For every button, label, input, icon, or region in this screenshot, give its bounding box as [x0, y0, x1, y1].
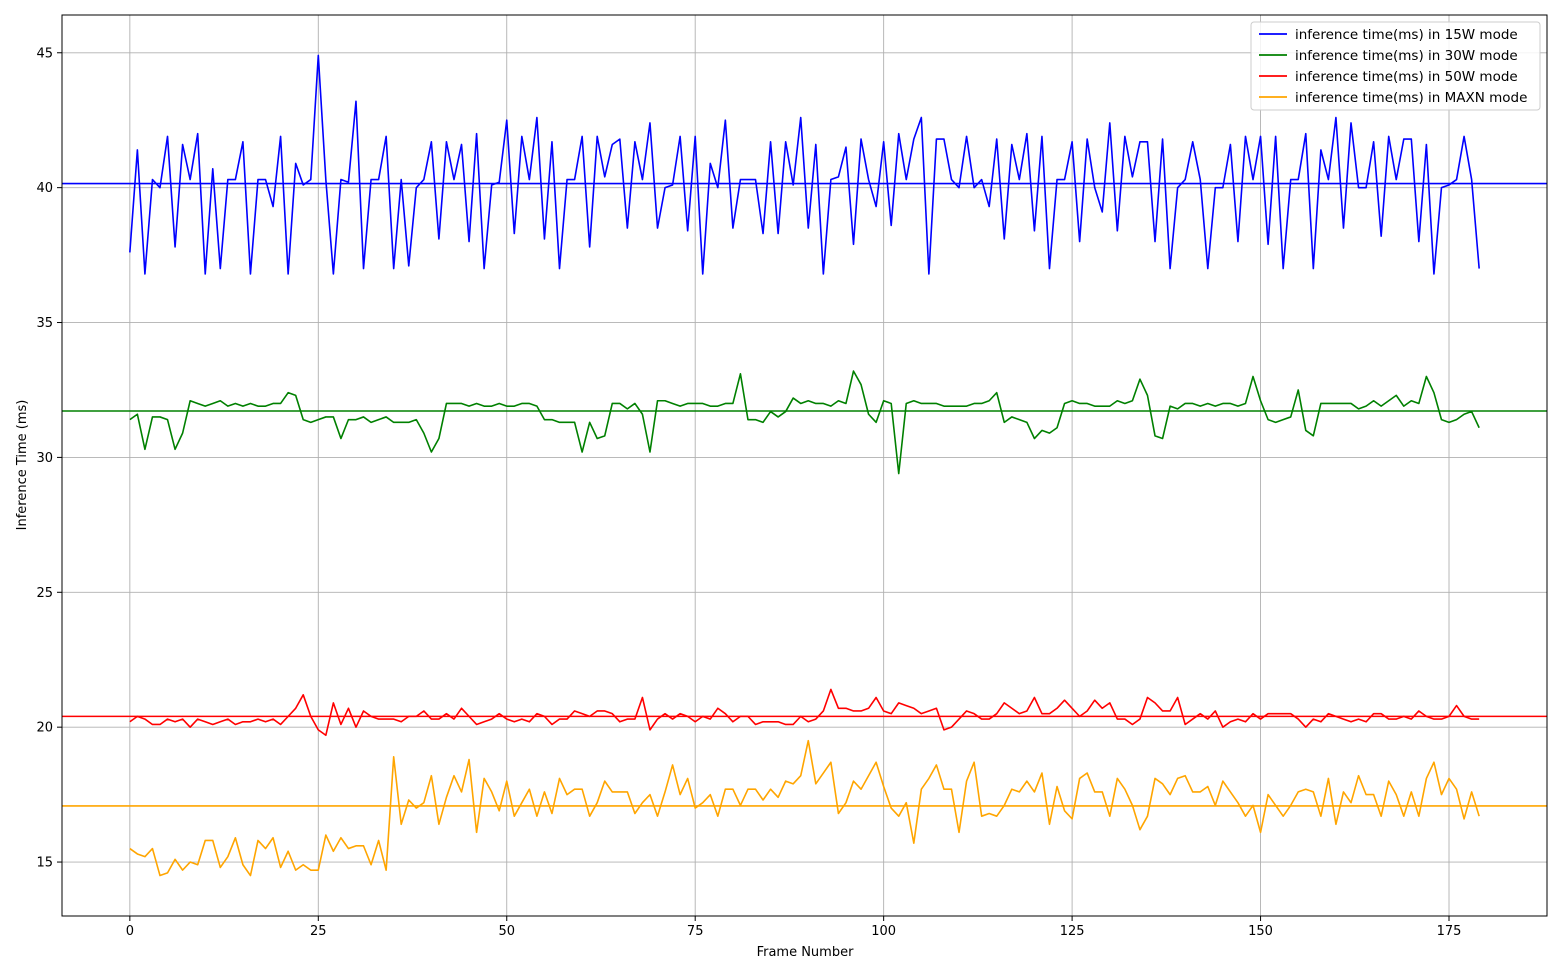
series-line-0: [129, 54, 1480, 275]
series-line-3: [129, 739, 1480, 877]
plot-frame: [61, 14, 1548, 917]
y-tick-label: 30: [36, 451, 53, 466]
x-tick-label: 75: [687, 924, 704, 939]
y-tick-label: 40: [36, 181, 53, 196]
y-tick-label: 15: [36, 856, 53, 871]
grid: [62, 15, 1547, 916]
y-tick-label: 25: [36, 586, 53, 601]
y-tick-label: 45: [36, 46, 53, 61]
y-tick-label: 35: [36, 316, 53, 331]
legend-label-1: inference time(ms) in 30W mode: [1295, 48, 1518, 64]
x-axis-label: Frame Number: [757, 945, 855, 960]
y-axis: 15 20 25 30 35 40 45: [36, 46, 62, 871]
x-tick-label: 175: [1437, 924, 1462, 939]
x-tick-label: 125: [1060, 924, 1085, 939]
legend-label-3: inference time(ms) in MAXN mode: [1295, 90, 1527, 106]
series-line-1: [129, 370, 1480, 475]
legend-label-0: inference time(ms) in 15W mode: [1295, 27, 1518, 43]
plot-area: [62, 54, 1547, 877]
legend: inference time(ms) in 15W mode inference …: [1250, 21, 1541, 111]
legend-label-2: inference time(ms) in 50W mode: [1295, 69, 1518, 85]
series-line-2: [129, 688, 1480, 737]
legend-box: [1250, 21, 1541, 111]
x-tick-label: 100: [871, 924, 896, 939]
x-tick-label: 50: [498, 924, 515, 939]
x-tick-label: 25: [310, 924, 327, 939]
x-axis: 0 25 50 75 100 125 150 175: [126, 916, 1462, 939]
x-tick-label: 0: [126, 924, 134, 939]
y-tick-label: 20: [36, 721, 53, 736]
x-tick-label: 150: [1248, 924, 1273, 939]
y-axis-label: Inference Time (ms): [15, 400, 30, 531]
